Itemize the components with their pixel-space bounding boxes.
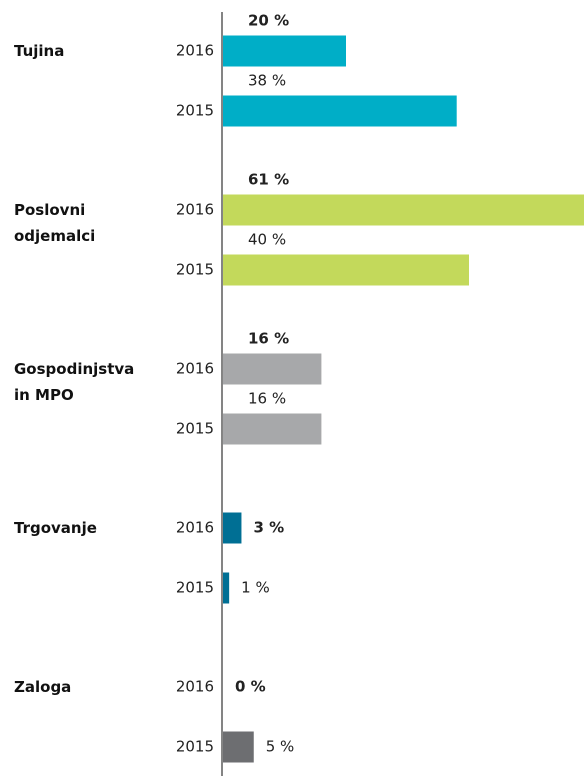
year-label: 2016 <box>176 678 214 696</box>
bar <box>223 512 242 544</box>
value-label: 1 % <box>241 579 270 597</box>
bar <box>223 35 346 67</box>
value-label: 16 % <box>248 330 289 348</box>
category-label: Gospodinjstva in MPO <box>14 360 135 404</box>
bar <box>223 413 322 445</box>
value-label: 40 % <box>248 231 286 249</box>
category-label: Tujina <box>14 42 65 60</box>
year-label: 2015 <box>176 261 214 279</box>
value-label: 3 % <box>253 519 284 537</box>
year-label: 2015 <box>176 579 214 597</box>
category-label: Trgovanje <box>14 519 97 537</box>
year-label: 2015 <box>176 102 214 120</box>
value-label: 38 % <box>248 72 286 90</box>
bar <box>223 194 584 226</box>
bar <box>223 254 469 286</box>
year-label: 2016 <box>176 519 214 537</box>
bar <box>223 572 230 604</box>
year-label: 2016 <box>176 201 214 219</box>
value-label: 61 % <box>248 171 289 189</box>
year-label: 2015 <box>176 420 214 438</box>
bar <box>223 353 322 385</box>
value-label: 0 % <box>235 678 266 696</box>
value-label: 5 % <box>266 738 295 756</box>
value-label: 16 % <box>248 390 286 408</box>
bar <box>223 731 254 763</box>
year-label: 2015 <box>176 738 214 756</box>
value-label: 20 % <box>248 12 289 30</box>
category-label: Zaloga <box>14 678 72 696</box>
year-label: 2016 <box>176 360 214 378</box>
year-label: 2016 <box>176 42 214 60</box>
bar <box>223 95 457 127</box>
category-label: Poslovni odjemalci <box>14 201 96 245</box>
